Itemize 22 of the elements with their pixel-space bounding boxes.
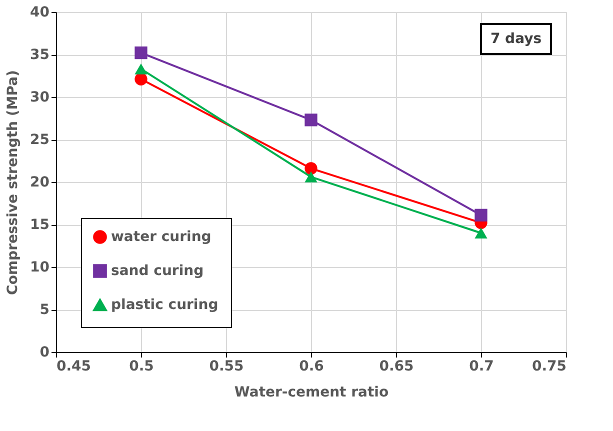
y-tick-label: 25 — [30, 132, 50, 148]
x-tick-label: 0.5 — [129, 358, 154, 374]
y-tick-label: 5 — [40, 302, 50, 318]
legend-label: plastic curing — [111, 297, 218, 313]
x-axis-title: Water-cement ratio — [234, 384, 389, 400]
x-tick-label: 0.45 — [56, 358, 92, 374]
y-tick-label: 30 — [30, 90, 50, 106]
y-tick-label: 0 — [40, 344, 50, 360]
y-tick-label: 35 — [30, 47, 50, 63]
annotation: 7 days — [490, 31, 542, 47]
x-tick-label: 0.55 — [209, 358, 244, 374]
y-tick-label: 20 — [30, 174, 50, 190]
y-tick-label: 40 — [30, 4, 50, 20]
y-tick-label: 10 — [30, 260, 50, 276]
x-tick-label: 0.6 — [299, 358, 324, 374]
y-axis-title: Compressive strength (MPa) — [5, 70, 22, 295]
x-tick-label: 0.65 — [379, 358, 414, 374]
y-tick-label: 15 — [30, 217, 50, 233]
legend-label: water curing — [111, 229, 212, 245]
legend-label: sand curing — [111, 263, 204, 279]
x-tick-label: 0.7 — [469, 358, 494, 374]
x-tick-label: 0.75 — [532, 358, 566, 374]
